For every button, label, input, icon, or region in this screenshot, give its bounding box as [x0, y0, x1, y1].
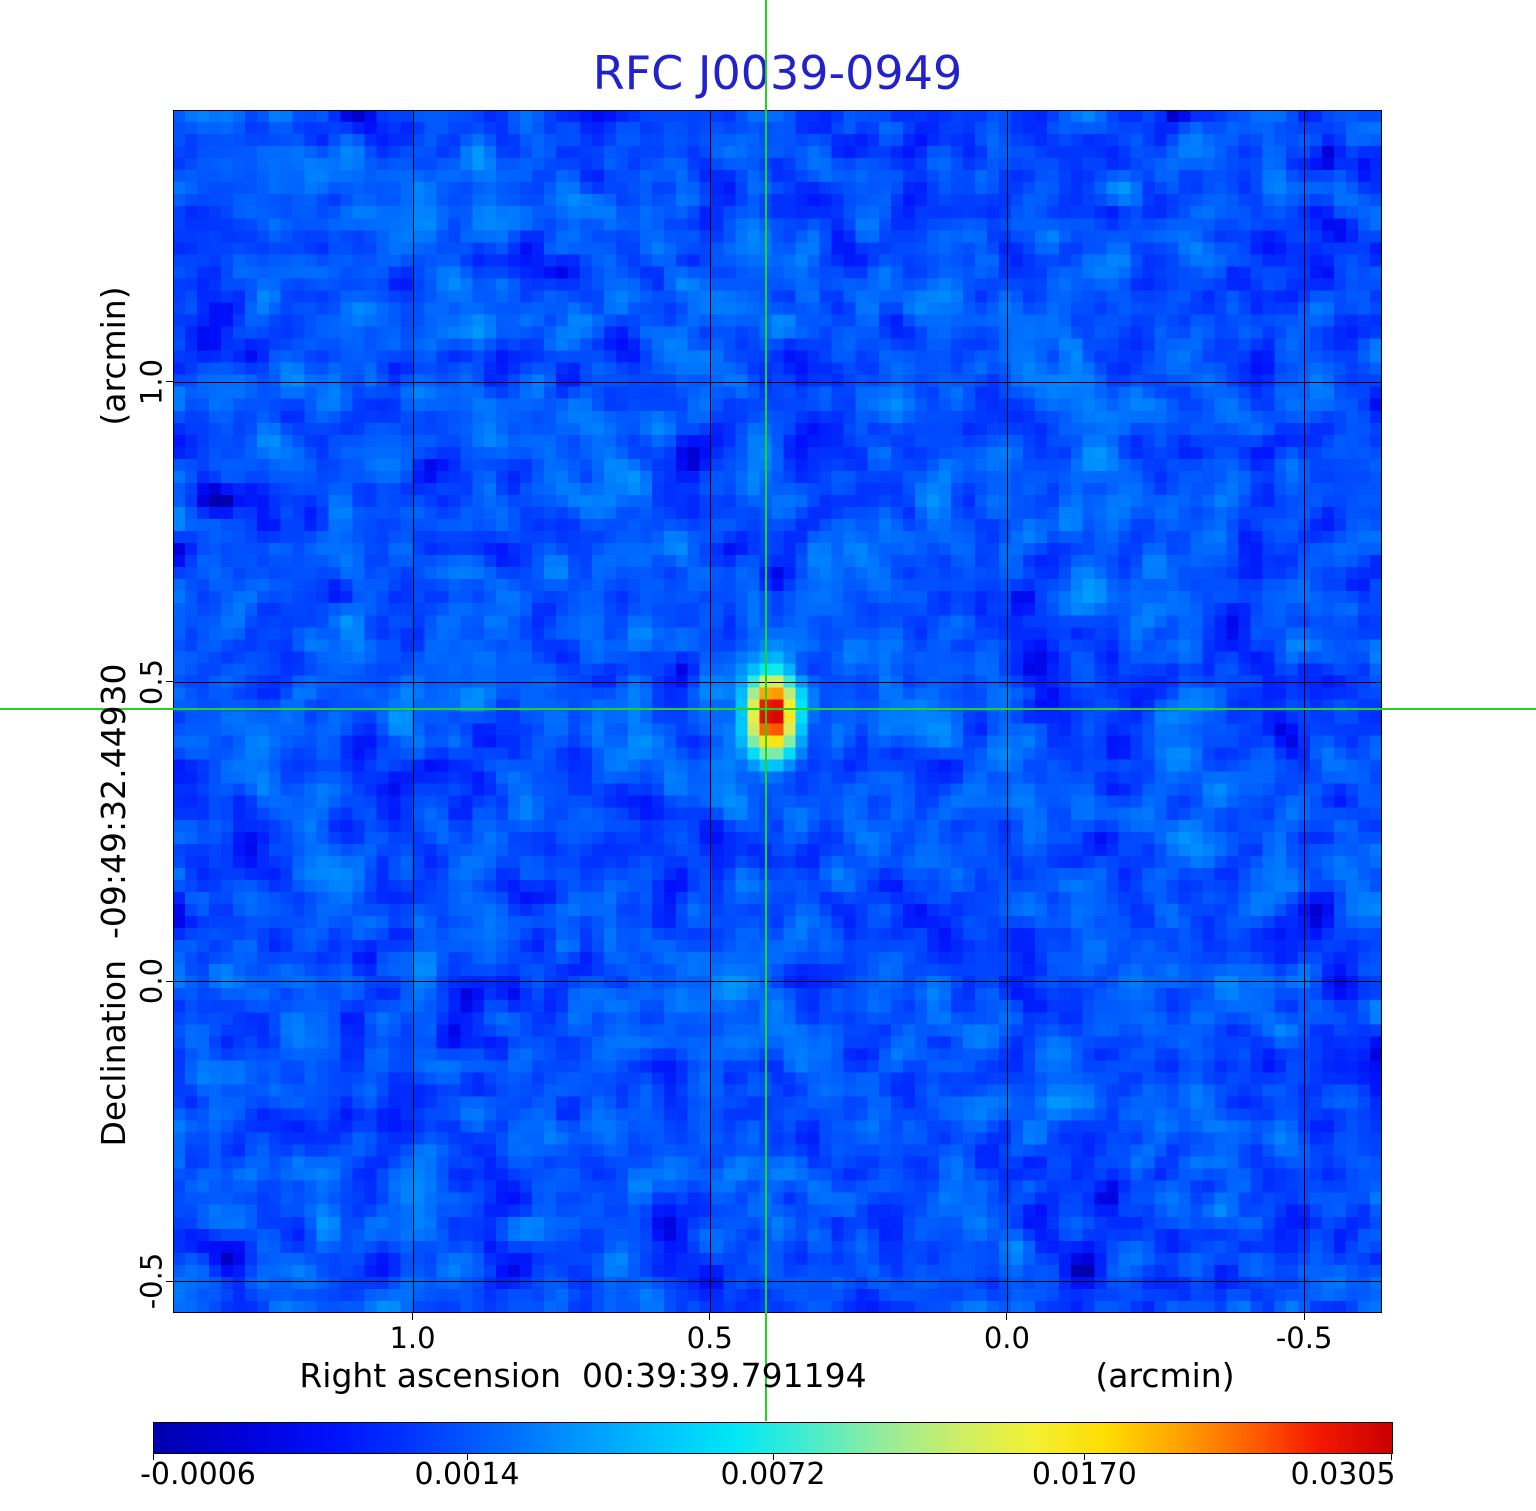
colorbar-tick — [1391, 1453, 1392, 1460]
colorbar-tick — [153, 1453, 154, 1460]
colorbar-tick-label: 0.0170 — [1031, 1457, 1137, 1492]
grid-line-horizontal — [173, 981, 1382, 983]
grid-line-vertical — [709, 110, 711, 1313]
y-tick-label: 0.0 — [134, 958, 169, 1005]
grid-line-vertical — [1304, 110, 1306, 1313]
y-axis-tick — [166, 1280, 173, 1282]
y-axis-tick — [166, 980, 173, 982]
y-tick-label: 0.5 — [134, 658, 169, 705]
x-tick-label: 0.5 — [686, 1321, 733, 1355]
grid-line-vertical — [412, 110, 414, 1313]
y-tick-label: -0.5 — [134, 1252, 169, 1310]
x-axis-tick — [1006, 1313, 1008, 1320]
y-axis-tick — [166, 381, 173, 383]
y-tick-label: 1.0 — [134, 358, 169, 405]
page-title: RFC J0039-0949 — [592, 46, 963, 100]
sky-map-plot — [173, 110, 1382, 1313]
x-tick-label: -0.5 — [1275, 1321, 1333, 1355]
y-axis-tick — [166, 681, 173, 682]
grid-line-horizontal — [173, 1281, 1382, 1283]
x-tick-label: 1.0 — [389, 1321, 436, 1355]
colorbar-tick — [772, 1453, 774, 1460]
x-tick-label: 0.0 — [983, 1321, 1030, 1355]
y-axis-label: Declination -09:49:32.44930 — [93, 663, 133, 1147]
colorbar-tick-label: -0.0006 — [140, 1457, 256, 1492]
sky-map-image — [173, 110, 1382, 1313]
colorbar-tick-label: 0.0305 — [1290, 1457, 1396, 1492]
grid-line-horizontal — [173, 381, 1382, 383]
colorbar-tick-label: 0.0014 — [414, 1457, 520, 1492]
y-axis-unit-label: (arcmin) — [93, 286, 133, 426]
x-axis-tick — [412, 1313, 414, 1320]
colorbar-tick-label: 0.0072 — [720, 1457, 826, 1492]
grid-line-vertical — [1006, 110, 1008, 1313]
colorbar-tick — [1084, 1453, 1086, 1460]
grid-line-horizontal — [173, 681, 1382, 683]
x-axis-label: Right ascension 00:39:39.791194 — [299, 1355, 867, 1395]
colorbar-tick — [466, 1453, 468, 1460]
x-axis-unit-label: (arcmin) — [1095, 1355, 1235, 1395]
x-axis-tick — [709, 1313, 711, 1320]
colorbar — [153, 1422, 1393, 1454]
x-axis-tick — [1303, 1313, 1305, 1320]
